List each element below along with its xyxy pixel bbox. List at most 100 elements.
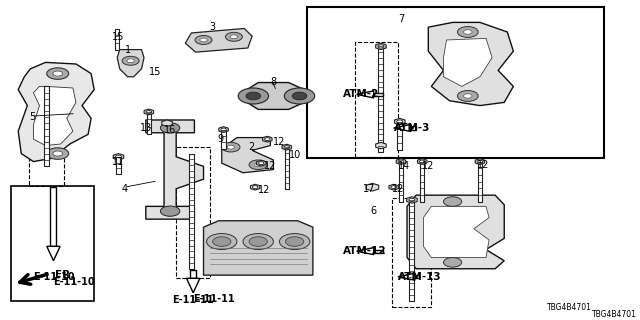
Bar xyxy=(415,275,419,278)
Circle shape xyxy=(146,110,152,113)
Polygon shape xyxy=(257,160,266,166)
Circle shape xyxy=(409,198,415,202)
Circle shape xyxy=(53,71,63,76)
Text: TBG4B4701: TBG4B4701 xyxy=(593,310,637,319)
Polygon shape xyxy=(117,50,144,77)
Circle shape xyxy=(391,186,396,188)
Bar xyxy=(355,42,398,157)
Circle shape xyxy=(458,91,478,101)
Text: 4: 4 xyxy=(122,184,127,194)
Polygon shape xyxy=(262,136,272,142)
Circle shape xyxy=(161,206,180,216)
Polygon shape xyxy=(47,246,60,261)
Circle shape xyxy=(252,186,258,188)
Polygon shape xyxy=(394,118,405,125)
Polygon shape xyxy=(424,206,489,258)
Text: E-11-10: E-11-10 xyxy=(54,276,95,286)
Circle shape xyxy=(284,88,315,104)
Text: 13: 13 xyxy=(140,123,152,133)
Circle shape xyxy=(458,27,478,37)
Circle shape xyxy=(264,138,270,140)
Polygon shape xyxy=(376,43,386,50)
Polygon shape xyxy=(18,62,94,162)
Bar xyxy=(392,198,431,307)
Polygon shape xyxy=(417,159,427,164)
Polygon shape xyxy=(394,124,411,132)
Text: 8: 8 xyxy=(270,76,276,87)
Bar xyxy=(410,200,414,301)
Polygon shape xyxy=(366,183,379,191)
Text: 17: 17 xyxy=(364,184,376,194)
Circle shape xyxy=(212,237,231,246)
Bar xyxy=(378,46,383,152)
Text: ATM-12: ATM-12 xyxy=(343,246,387,256)
Circle shape xyxy=(419,160,425,163)
Circle shape xyxy=(477,160,483,163)
Bar xyxy=(176,147,209,278)
Polygon shape xyxy=(186,278,200,293)
Circle shape xyxy=(259,162,264,164)
Circle shape xyxy=(161,123,180,133)
Text: 10: 10 xyxy=(289,150,301,160)
Polygon shape xyxy=(33,86,76,146)
Text: 12: 12 xyxy=(258,185,271,196)
Text: 2: 2 xyxy=(248,142,254,152)
Circle shape xyxy=(47,148,68,159)
Polygon shape xyxy=(162,120,172,126)
Bar xyxy=(116,157,120,174)
Bar xyxy=(190,270,196,278)
Bar xyxy=(44,86,49,166)
Circle shape xyxy=(463,94,472,98)
Circle shape xyxy=(378,45,384,48)
Text: 5: 5 xyxy=(29,112,35,122)
Text: 15: 15 xyxy=(113,32,125,42)
Circle shape xyxy=(285,237,304,246)
Circle shape xyxy=(221,142,240,152)
Bar xyxy=(420,162,424,202)
Text: 9: 9 xyxy=(218,134,223,144)
Circle shape xyxy=(115,155,122,158)
Circle shape xyxy=(444,197,461,206)
Polygon shape xyxy=(396,159,406,164)
Text: E-11-11: E-11-11 xyxy=(193,294,235,304)
Circle shape xyxy=(207,234,237,250)
Text: 14: 14 xyxy=(398,161,410,172)
Circle shape xyxy=(230,35,237,39)
Circle shape xyxy=(238,88,269,104)
Polygon shape xyxy=(398,273,415,280)
Circle shape xyxy=(397,120,403,123)
Bar xyxy=(374,93,383,96)
Polygon shape xyxy=(389,184,399,190)
Circle shape xyxy=(444,258,461,267)
Circle shape xyxy=(47,68,68,79)
Text: ATM-3: ATM-3 xyxy=(394,123,430,133)
Bar xyxy=(399,162,403,202)
Polygon shape xyxy=(113,154,124,160)
Polygon shape xyxy=(444,38,492,86)
Text: 11: 11 xyxy=(113,156,125,167)
Text: E-11-11: E-11-11 xyxy=(172,295,214,305)
Text: FR.: FR. xyxy=(54,269,74,279)
Text: TBG4B4701: TBG4B4701 xyxy=(547,303,593,312)
Polygon shape xyxy=(356,91,374,98)
Circle shape xyxy=(246,92,260,100)
Circle shape xyxy=(225,32,243,41)
Circle shape xyxy=(227,145,234,149)
Polygon shape xyxy=(250,184,260,190)
Polygon shape xyxy=(146,120,204,219)
Text: 12: 12 xyxy=(273,137,286,148)
Polygon shape xyxy=(406,197,417,203)
Bar xyxy=(285,147,289,189)
Circle shape xyxy=(280,234,310,250)
Bar xyxy=(51,187,56,246)
Polygon shape xyxy=(243,83,310,109)
Circle shape xyxy=(284,146,289,148)
Bar xyxy=(307,7,605,158)
Polygon shape xyxy=(204,221,313,275)
Bar xyxy=(478,162,482,202)
Text: 12: 12 xyxy=(422,161,435,172)
Bar xyxy=(147,112,150,134)
Circle shape xyxy=(243,234,273,250)
Text: ATM-13: ATM-13 xyxy=(398,272,442,282)
Circle shape xyxy=(53,151,63,156)
